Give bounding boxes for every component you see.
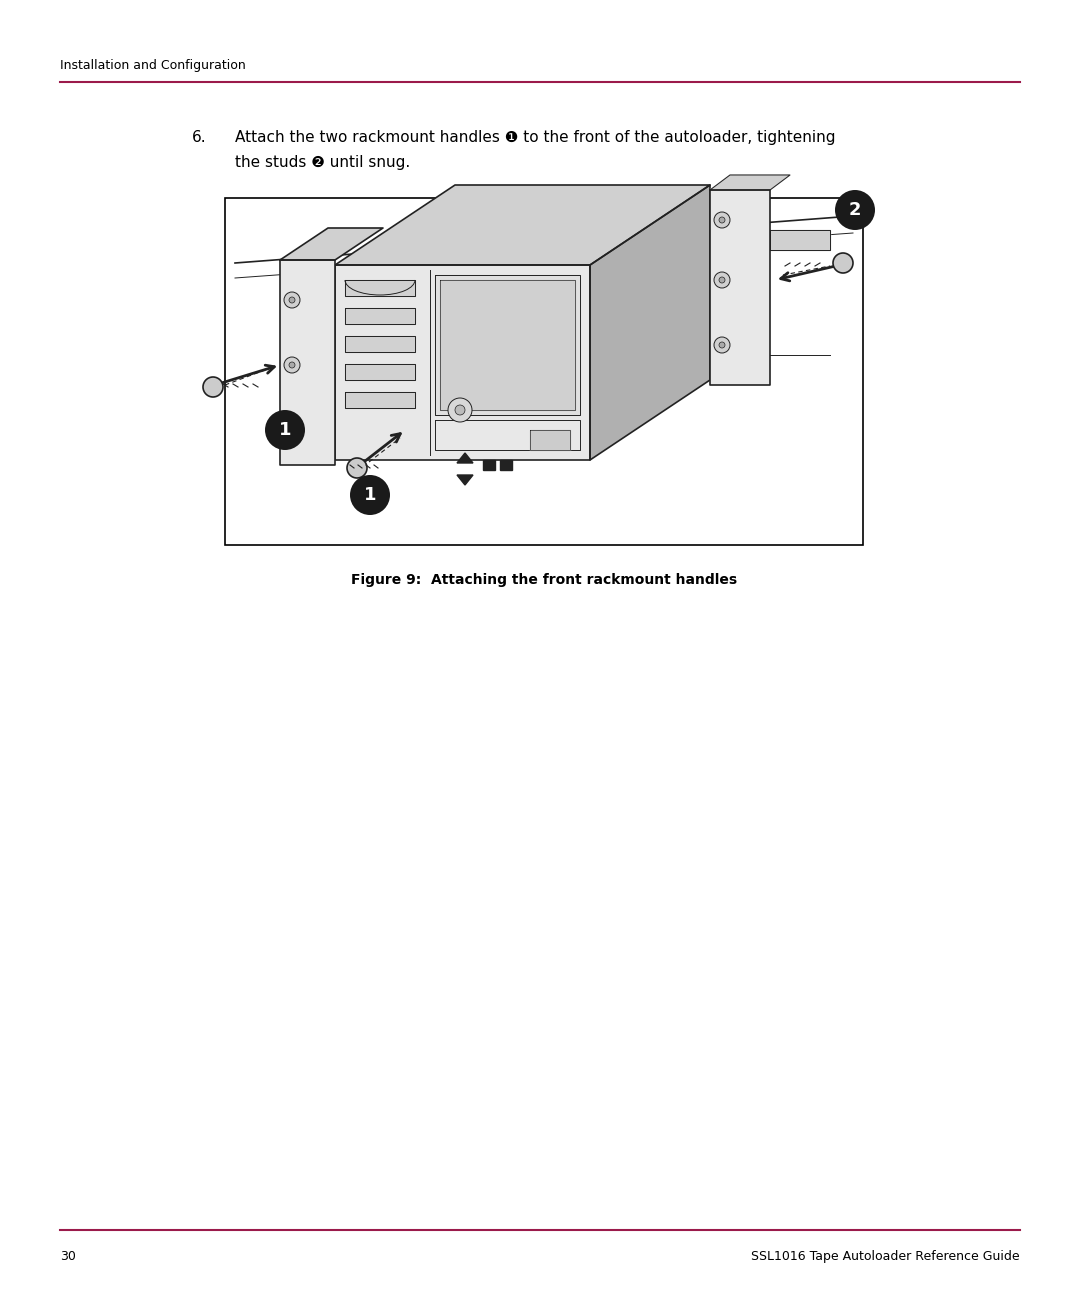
Polygon shape [345,336,415,353]
Polygon shape [530,430,570,450]
Polygon shape [710,175,789,191]
Circle shape [719,216,725,223]
Polygon shape [345,308,415,324]
Polygon shape [710,191,770,385]
Circle shape [284,422,300,438]
Polygon shape [345,280,415,295]
Text: Installation and Configuration: Installation and Configuration [60,60,246,73]
Circle shape [350,476,390,515]
Circle shape [719,342,725,349]
Polygon shape [500,460,512,470]
Polygon shape [590,185,710,460]
Circle shape [719,277,725,283]
Circle shape [265,410,305,450]
Circle shape [714,272,730,288]
Circle shape [347,457,367,478]
Polygon shape [335,185,710,264]
Text: 6.: 6. [192,130,206,145]
Bar [225,198,863,546]
Circle shape [455,404,465,415]
Circle shape [203,377,222,397]
Text: 1: 1 [364,486,376,504]
Polygon shape [345,364,415,380]
Polygon shape [457,476,473,485]
Text: 1: 1 [279,421,292,439]
Polygon shape [280,228,383,260]
Circle shape [833,253,853,273]
Circle shape [284,292,300,308]
Circle shape [284,356,300,373]
Polygon shape [483,460,495,470]
Circle shape [289,426,295,433]
Polygon shape [440,280,575,410]
Text: Attach the two rackmount handles ❶ to the front of the autoloader, tightening: Attach the two rackmount handles ❶ to th… [235,130,836,145]
Polygon shape [435,275,580,415]
Text: the studs ❷ until snug.: the studs ❷ until snug. [235,156,410,170]
Polygon shape [435,420,580,450]
Text: SSL1016 Tape Autoloader Reference Guide: SSL1016 Tape Autoloader Reference Guide [752,1251,1020,1264]
Polygon shape [770,229,831,250]
Circle shape [714,337,730,353]
Text: Figure 9:  Attaching the front rackmount handles: Figure 9: Attaching the front rackmount … [351,573,737,587]
Text: 30: 30 [60,1251,76,1264]
Circle shape [835,191,875,229]
Circle shape [714,213,730,228]
Polygon shape [280,260,335,465]
Text: 2: 2 [849,201,861,219]
Circle shape [289,297,295,303]
Circle shape [448,398,472,422]
Polygon shape [345,391,415,408]
Circle shape [289,362,295,368]
Polygon shape [457,454,473,463]
Polygon shape [335,264,590,460]
